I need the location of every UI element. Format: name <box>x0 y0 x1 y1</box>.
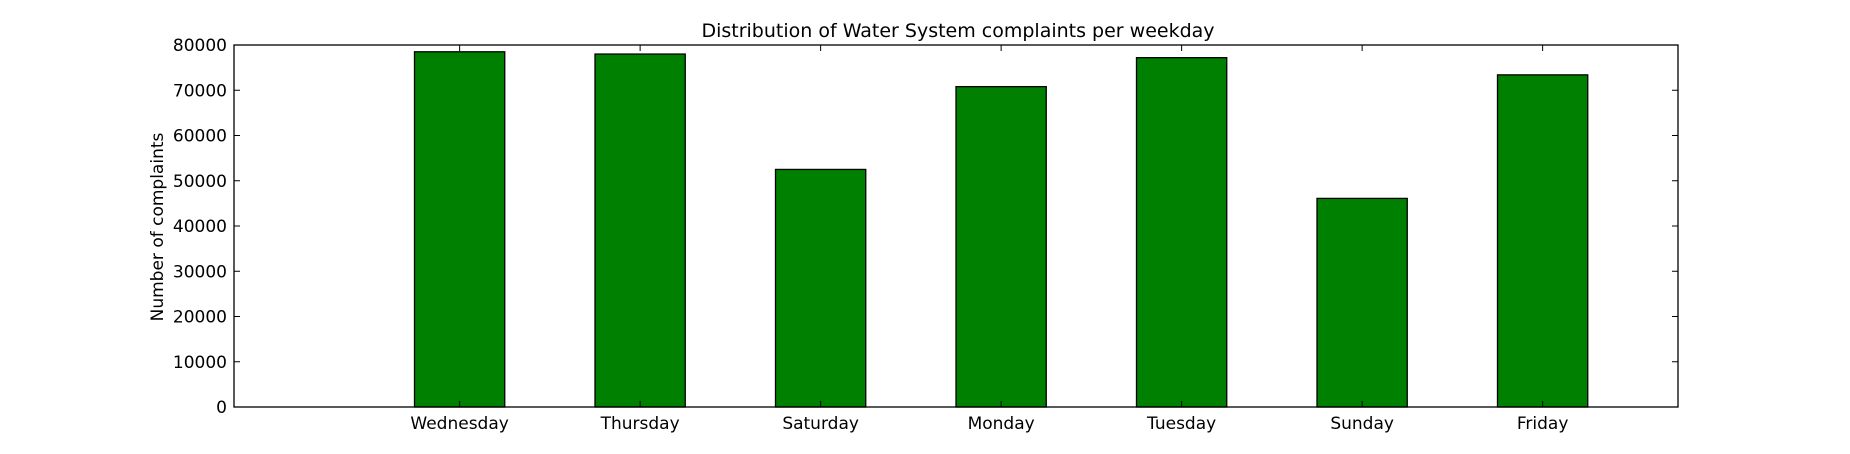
y-tick-label: 10000 <box>173 353 227 373</box>
y-tick-label: 60000 <box>173 127 227 147</box>
y-tick-label: 80000 <box>173 36 227 56</box>
bar-thursday <box>594 53 686 408</box>
y-tick-label: 30000 <box>173 262 227 282</box>
x-tick-label: Tuesday <box>1146 414 1216 434</box>
x-tick-label: Friday <box>1517 414 1569 434</box>
bar-friday <box>1496 74 1589 408</box>
y-tick-label: 0 <box>216 398 227 418</box>
y-tick-label: 50000 <box>173 172 227 192</box>
x-tick-label: Saturday <box>782 414 859 434</box>
plot-frame <box>233 44 1679 408</box>
bars-layer <box>413 51 1589 408</box>
bar-wednesday <box>413 51 506 408</box>
y-tick-label: 20000 <box>173 308 227 328</box>
bar-tuesday <box>1135 57 1228 408</box>
y-tick-label: 70000 <box>173 81 227 101</box>
bar-saturday <box>774 168 867 408</box>
ticks-layer: Wednesday Thursday Saturday Monday Tuesday Su… <box>173 36 1678 434</box>
bar-sunday <box>1316 197 1408 408</box>
y-axis-label: Number of complaints <box>148 132 168 321</box>
y-tick-label: 40000 <box>173 217 227 237</box>
x-tick-label: Wednesday <box>410 414 508 434</box>
x-tick-label: Monday <box>968 414 1035 434</box>
x-tick-label: Thursday <box>600 414 680 434</box>
bar-monday <box>955 85 1047 408</box>
x-tick-label: Sunday <box>1330 414 1394 434</box>
chart-title: Distribution of Water System complaints … <box>701 20 1214 42</box>
